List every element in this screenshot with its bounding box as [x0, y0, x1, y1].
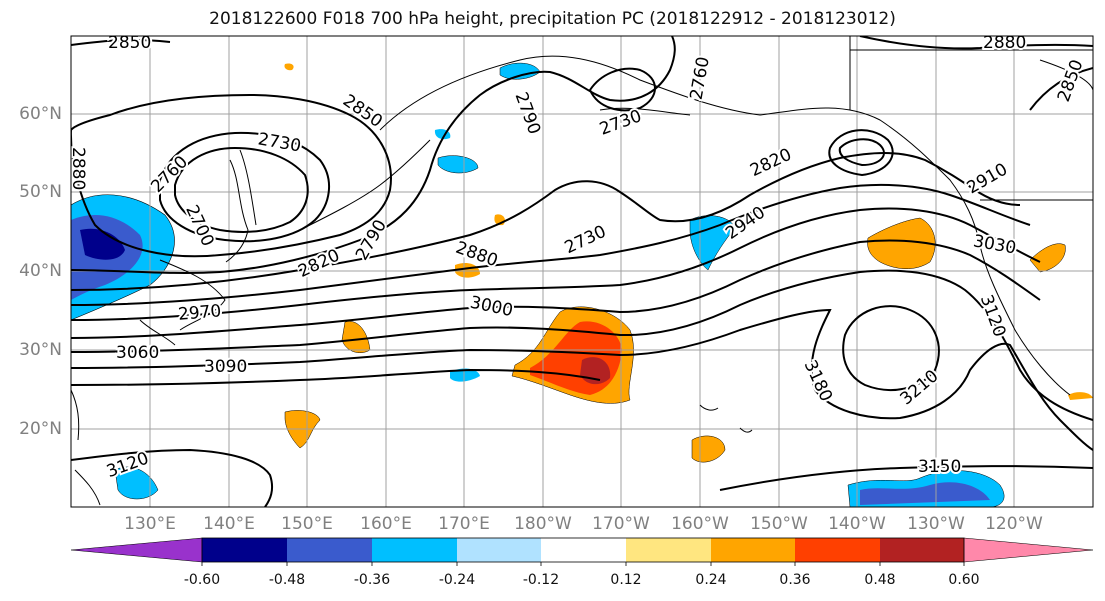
contour-label: 2760 [687, 55, 714, 101]
colorbar-tick-label: 0.60 [948, 572, 980, 588]
contour-label: 3150 [918, 457, 961, 477]
colorbar-segment [541, 538, 626, 562]
contour-label: 2970 [177, 301, 222, 325]
lon-label: 140°W [828, 514, 886, 534]
colorbar-tick-label: -0.36 [353, 572, 391, 588]
lon-label: 160°W [671, 514, 729, 534]
lon-label: 170°E [438, 514, 490, 534]
colorbar-tick-label: 0.12 [610, 572, 642, 588]
colorbar-segment [626, 538, 711, 562]
coastlines [71, 36, 1093, 506]
colorbar-tick-label: -0.48 [268, 572, 306, 588]
colorbar-tick-label: 0.48 [864, 572, 896, 588]
contour-label: 3120 [976, 292, 1010, 339]
lon-label: 160°E [360, 514, 412, 534]
lat-label-40n: 40°N [19, 261, 62, 281]
colorbar-segment [711, 538, 795, 562]
contour-label: 2730 [256, 129, 302, 156]
colorbar-tick-label: -0.60 [183, 572, 221, 588]
contour-label: 2730 [562, 222, 610, 258]
lat-label-60n: 60°N [19, 104, 62, 124]
colorbar-segment [202, 538, 287, 562]
contour-label: 3060 [116, 343, 159, 363]
contour-label: 2820 [295, 246, 343, 282]
lon-label: 150°E [281, 514, 333, 534]
colorbar-tick-label: 0.36 [779, 572, 811, 588]
contour-label: 3090 [204, 357, 247, 377]
contour-label: 3180 [800, 357, 836, 405]
contour-label: 2850 [1054, 57, 1088, 104]
lon-label: 140°E [203, 514, 255, 534]
map-border [70, 35, 1094, 508]
lon-label: 150°W [750, 514, 808, 534]
colorbar-segment [880, 538, 964, 562]
contour-label: 2790 [511, 90, 545, 137]
colorbar-segment-over [963, 537, 1094, 563]
map-title: 2018122600 F018 700 hPa height, precipit… [209, 9, 896, 29]
contour-label: 2880 [68, 147, 88, 190]
colorbar-segment [457, 538, 541, 562]
contour-label: 2760 [147, 152, 192, 197]
colorbar-tick-label: -0.12 [522, 572, 560, 588]
lon-label: 170°W [592, 514, 650, 534]
contour-label: 2880 [983, 33, 1026, 53]
colorbar-tick-label: 0.24 [695, 572, 727, 588]
lon-label: 130°E [124, 514, 176, 534]
precip-positive-shading [284, 63, 1093, 463]
colorbar-segment [372, 538, 457, 562]
colorbar-segment-under [70, 537, 203, 563]
colorbar-segment [287, 538, 372, 562]
contour-label: 2850 [339, 91, 386, 132]
contour-label: 2700 [181, 202, 217, 250]
contour-label: 3000 [468, 293, 514, 322]
contour-label: 2850 [108, 33, 151, 53]
contour-label: 3030 [972, 231, 1018, 258]
colorbar-outline [201, 537, 965, 563]
lon-label: 130°W [907, 514, 965, 534]
lat-label-30n: 30°N [19, 340, 62, 360]
colorbar-tick-label: -0.24 [438, 572, 476, 588]
lat-label-50n: 50°N [19, 182, 62, 202]
colorbar [70, 537, 1094, 566]
colorbar-segment [795, 538, 880, 562]
lon-label: 120°W [985, 514, 1043, 534]
contour-label: 2910 [964, 159, 1011, 198]
height-contours [71, 36, 1093, 507]
lon-label: 180°W [514, 514, 572, 534]
lat-label-20n: 20°N [19, 419, 62, 439]
